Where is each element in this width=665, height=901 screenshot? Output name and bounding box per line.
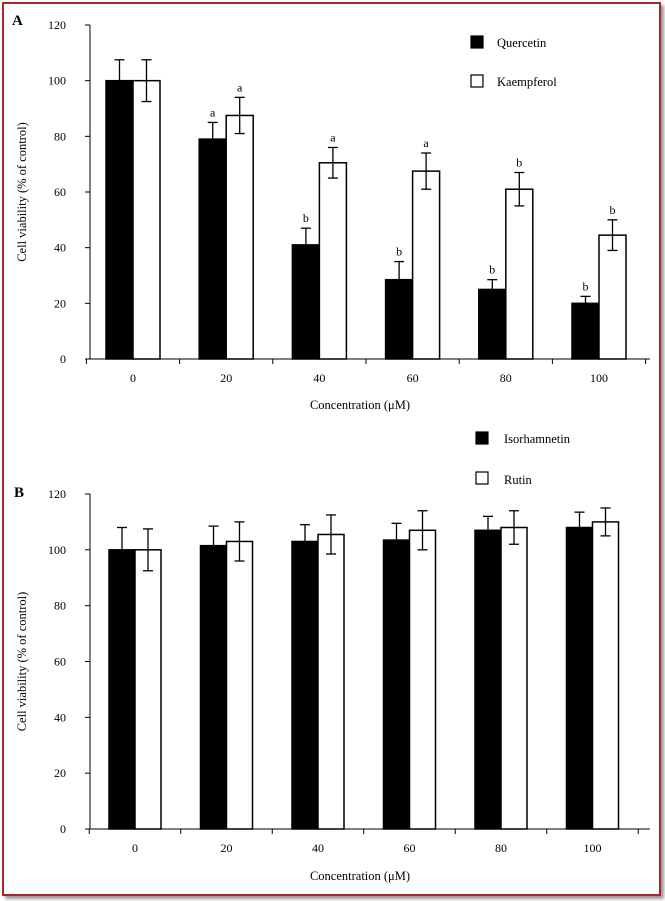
bar-isorhamnetin: [382, 539, 411, 830]
bar-quercetin: [105, 79, 134, 360]
bar-isorhamnetin: [565, 526, 594, 830]
legend-swatch-kaempferol: [470, 74, 484, 88]
x-tick-label: 60: [404, 841, 416, 855]
y-tick-label: 60: [54, 655, 66, 669]
y-tick-label: 100: [48, 543, 66, 557]
y-axis-label: Cell viability (% of control): [15, 592, 29, 732]
panel-label: A: [12, 13, 23, 29]
y-tick-label: 80: [54, 599, 66, 613]
significance-label: b: [303, 211, 309, 225]
bar-kaempferol: [598, 234, 627, 360]
bar-isorhamnetin: [108, 549, 136, 830]
bar-isorhamnetin: [474, 529, 502, 830]
x-tick-label: 20: [220, 371, 232, 385]
bar-quercetin: [198, 138, 227, 360]
y-tick-label: 0: [60, 822, 66, 836]
x-tick-label: 0: [130, 371, 136, 385]
y-tick-label: 20: [54, 296, 66, 310]
panel-label: B: [14, 485, 24, 501]
bar-rutin: [317, 533, 345, 830]
y-tick-label: 40: [54, 710, 66, 724]
legend-label-kaempferol: Kaempferol: [497, 75, 557, 89]
legend-label-rutin: Rutin: [504, 473, 533, 487]
y-tick-label: 0: [60, 352, 66, 366]
x-axis-label: Concentration (μM): [310, 398, 410, 412]
legend-label-quercetin: Quercetin: [497, 36, 547, 50]
y-tick-label: 120: [48, 487, 66, 501]
bar-kaempferol: [411, 170, 441, 360]
bar-kaempferol: [132, 79, 161, 360]
bar-rutin: [591, 521, 620, 830]
legend-label-isorhamnetin: Isorhamnetin: [504, 432, 571, 446]
y-tick-label: 100: [48, 74, 66, 88]
significance-label: b: [489, 263, 495, 277]
significance-label: b: [396, 245, 402, 259]
x-tick-label: 80: [495, 841, 507, 855]
x-tick-label: 100: [584, 841, 602, 855]
x-tick-label: 60: [407, 371, 419, 385]
y-tick-label: 80: [54, 129, 66, 143]
x-tick-label: 40: [312, 841, 324, 855]
y-tick-label: 40: [54, 241, 66, 255]
x-axis-label: Concentration (μM): [310, 869, 410, 883]
y-tick-label: 60: [54, 185, 66, 199]
significance-label: a: [330, 130, 336, 144]
bar-isorhamnetin: [291, 540, 319, 830]
significance-label: b: [583, 279, 589, 293]
bar-kaempferol: [505, 188, 534, 360]
significance-label: a: [237, 80, 243, 94]
x-tick-label: 0: [132, 841, 138, 855]
legend-swatch-rutin: [475, 471, 489, 485]
y-tick-label: 120: [48, 18, 66, 32]
x-tick-label: 80: [500, 371, 512, 385]
significance-label: a: [423, 136, 429, 150]
bar-kaempferol: [225, 114, 254, 360]
legend-swatch-quercetin: [470, 35, 484, 49]
bar-isorhamnetin: [199, 544, 228, 830]
bar-rutin: [225, 540, 254, 830]
bar-rutin: [500, 526, 528, 830]
x-tick-label: 100: [590, 371, 608, 385]
bar-quercetin: [478, 288, 507, 360]
bar-quercetin: [571, 302, 600, 360]
x-tick-label: 40: [313, 371, 325, 385]
legend-swatch-isorhamnetin: [475, 431, 489, 445]
bar-rutin: [134, 549, 162, 830]
bar-kaempferol: [318, 162, 348, 360]
x-tick-label: 20: [221, 841, 233, 855]
y-axis-label: Cell viability (% of control): [15, 122, 29, 262]
significance-label: b: [610, 203, 616, 217]
significance-label: b: [516, 156, 522, 170]
bar-rutin: [408, 529, 437, 830]
significance-label: a: [210, 105, 216, 119]
y-tick-label: 20: [54, 766, 66, 780]
